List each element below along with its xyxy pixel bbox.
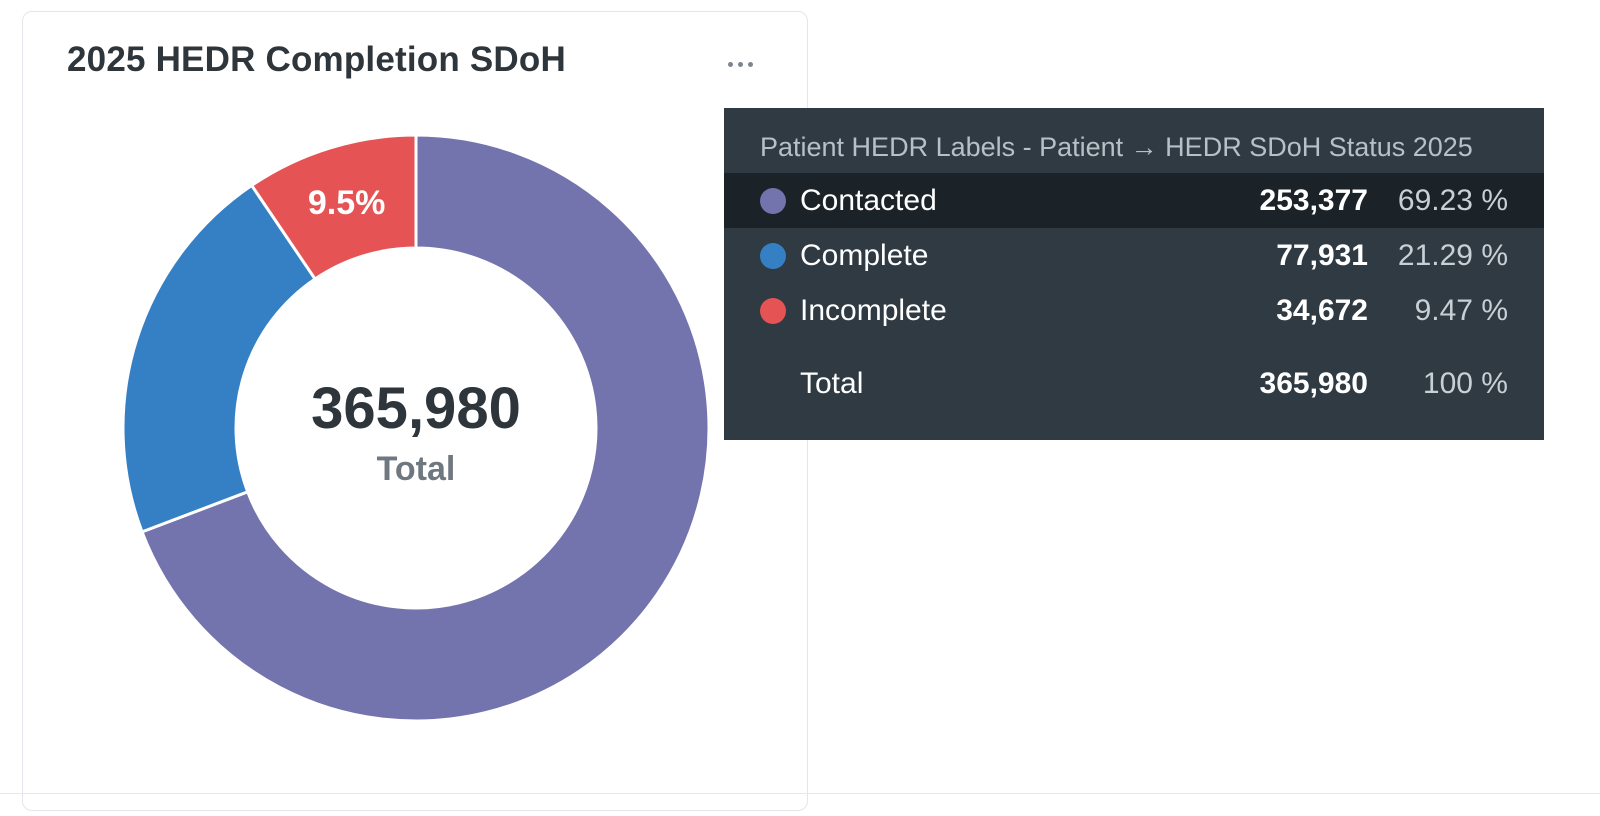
tooltip-total-percent: 100 % [1422,367,1508,400]
center-total-value: 365,980 [311,376,521,441]
donut-slice-complete[interactable] [121,183,318,534]
slice-label-incomplete: 9.5% [308,184,386,222]
card-title: 2025 HEDR Completion SDoH [67,40,566,79]
donut-slice-contacted[interactable] [140,133,711,723]
tooltip-total-label: Total [800,367,864,400]
tooltip-row-label: Contacted [800,183,937,217]
legend-swatch-contacted [760,187,786,214]
donut-slices: 9.5% [121,133,711,723]
tooltip-header: Patient HEDR Labels - Patient → HEDR SDo… [760,132,1473,162]
donut-slice-incomplete[interactable] [249,133,418,282]
tooltip-row-value: 253,377 [1259,183,1368,217]
tooltip-row-total: Total 365,980 100 % [724,352,1544,416]
bottom-divider [0,793,1600,794]
center-total-label: Total [377,450,456,488]
chart-tooltip: Patient HEDR Labels - Patient → HEDR SDo… [724,108,1544,440]
tooltip-total-value: 365,980 [1259,367,1368,400]
tooltip-row-incomplete: Incomplete 34,672 9.47 % [724,283,1544,338]
ellipsis-dot [737,61,743,67]
ellipsis-dot [727,61,733,67]
tooltip-row-complete: Complete 77,931 21.29 % [724,228,1544,283]
tooltip-row-percent: 9.47 % [1414,293,1508,327]
tooltip-row-contacted: Contacted 253,377 69.23 % [724,173,1544,228]
tooltip-row-percent: 21.29 % [1397,238,1508,272]
legend-swatch-complete [760,242,786,269]
donut-chart: 9.5% 365,980 Total [121,133,711,723]
ellipsis-dot [747,61,753,67]
tooltip-row-value: 34,672 [1276,293,1368,327]
ellipsis-icon[interactable] [715,48,765,80]
tooltip-row-percent: 69.23 % [1397,183,1508,217]
legend-swatch-incomplete [760,297,786,324]
tooltip-row-label: Complete [800,238,929,272]
tooltip-row-value: 77,931 [1276,238,1368,272]
tooltip-row-label: Incomplete [800,293,947,327]
